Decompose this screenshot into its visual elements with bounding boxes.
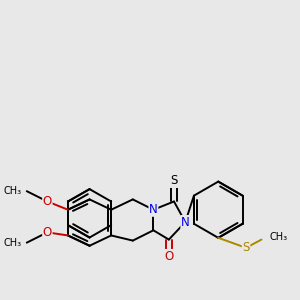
Text: CH₃: CH₃ <box>269 232 288 242</box>
Text: O: O <box>43 195 52 208</box>
Text: S: S <box>170 174 178 188</box>
Text: N: N <box>181 216 190 229</box>
Text: O: O <box>43 226 52 239</box>
Text: CH₃: CH₃ <box>3 238 21 248</box>
Text: S: S <box>242 241 250 254</box>
Text: CH₃: CH₃ <box>3 186 21 196</box>
Text: N: N <box>149 203 158 216</box>
Text: O: O <box>164 250 173 262</box>
